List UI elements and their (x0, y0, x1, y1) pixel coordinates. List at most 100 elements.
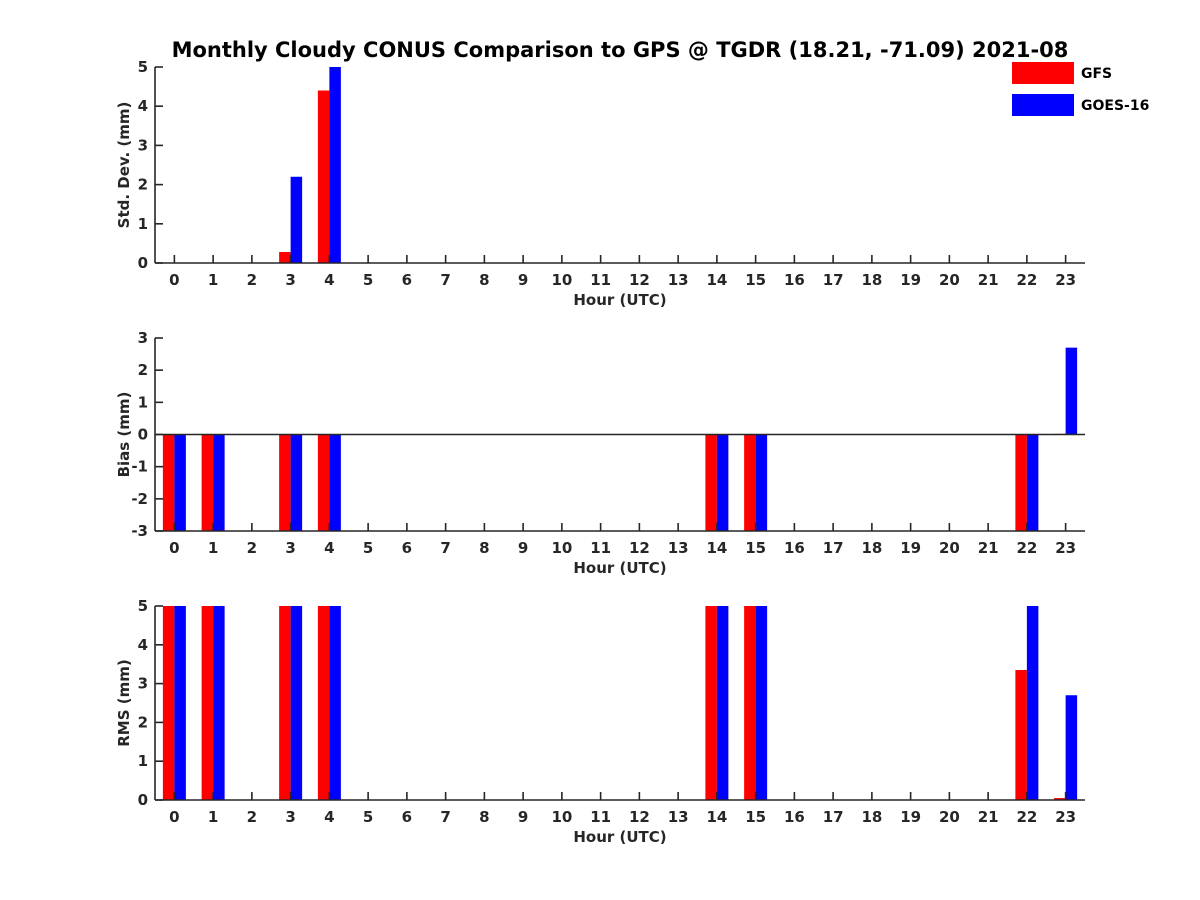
x-tick-label: 22 (1016, 271, 1037, 289)
x-tick-label: 23 (1055, 808, 1076, 826)
chart-title: Monthly Cloudy CONUS Comparison to GPS @… (172, 38, 1069, 62)
x-tick-label: 19 (900, 808, 921, 826)
bar-gfs-hour-14 (705, 606, 717, 800)
x-tick-label: 5 (363, 539, 373, 557)
bar-goes-16-hour-1 (213, 606, 225, 800)
x-tick-label: 15 (745, 539, 766, 557)
x-tick-label: 14 (706, 271, 727, 289)
bar-goes-16-hour-15 (755, 434, 768, 531)
y-tick-label: 3 (138, 136, 148, 154)
bar-goes-16-hour-23 (1065, 695, 1078, 800)
bar-gfs-hour-4 (317, 606, 330, 800)
x-tick-label: 4 (324, 808, 334, 826)
bar-gfs-hour-23 (1054, 798, 1066, 800)
bar-goes-16-hour-0 (174, 434, 186, 531)
y-axis-label: RMS (mm) (115, 659, 133, 746)
bar-goes-16-hour-14 (716, 606, 729, 800)
bar-goes-16-hour-22 (1026, 434, 1039, 531)
x-tick-label: 14 (706, 539, 727, 557)
y-tick-label: 1 (138, 393, 148, 411)
bar-gfs-hour-0 (162, 434, 175, 531)
x-tick-label: 0 (169, 808, 179, 826)
y-tick-label: 1 (138, 215, 148, 233)
bar-gfs-hour-1 (201, 434, 214, 531)
x-tick-label: 10 (551, 271, 572, 289)
x-tick-label: 21 (978, 539, 999, 557)
x-tick-label: 8 (479, 271, 489, 289)
x-tick-label: 11 (590, 808, 611, 826)
bar-goes-16-hour-14 (716, 434, 729, 531)
y-tick-label: -3 (131, 522, 148, 540)
x-tick-label: 9 (518, 808, 528, 826)
bar-gfs-hour-1 (201, 606, 214, 800)
bar-gfs-hour-3 (279, 434, 291, 531)
x-tick-label: 7 (440, 271, 450, 289)
y-tick-label: 4 (138, 97, 148, 115)
x-tick-label: 20 (939, 539, 960, 557)
y-tick-label: 5 (138, 58, 148, 76)
x-tick-label: 23 (1055, 271, 1076, 289)
x-tick-label: 4 (324, 271, 334, 289)
y-tick-label: 0 (138, 791, 148, 809)
bar-goes-16-hour-4 (329, 606, 341, 800)
bar-gfs-hour-3 (279, 606, 291, 800)
x-tick-label: 16 (784, 271, 805, 289)
x-tick-label: 7 (440, 808, 450, 826)
x-tick-label: 18 (861, 271, 882, 289)
x-tick-label: 23 (1055, 539, 1076, 557)
x-tick-label: 17 (823, 271, 844, 289)
legend-swatch-goes-16 (1012, 94, 1074, 116)
x-tick-label: 12 (629, 271, 650, 289)
y-tick-label: 3 (138, 675, 148, 693)
bar-gfs-hour-22 (1015, 434, 1027, 531)
x-tick-label: 10 (551, 808, 572, 826)
bar-gfs-hour-15 (744, 606, 756, 800)
x-tick-label: 19 (900, 539, 921, 557)
x-tick-label: 6 (402, 271, 412, 289)
y-tick-label: 2 (138, 361, 148, 379)
y-axis-label: Std. Dev. (mm) (115, 102, 133, 229)
x-tick-label: 7 (440, 539, 450, 557)
x-axis-label: Hour (UTC) (573, 291, 666, 309)
x-tick-label: 2 (247, 808, 257, 826)
x-tick-label: 17 (823, 808, 844, 826)
x-tick-label: 0 (169, 271, 179, 289)
x-tick-label: 22 (1016, 539, 1037, 557)
x-tick-label: 5 (363, 271, 373, 289)
y-tick-label: 0 (138, 254, 148, 272)
x-tick-label: 1 (208, 271, 218, 289)
x-tick-label: 8 (479, 539, 489, 557)
y-tick-label: -2 (131, 490, 148, 508)
bar-gfs-hour-3 (279, 252, 291, 263)
bar-gfs-hour-4 (317, 434, 330, 531)
legend-label-gfs: GFS (1081, 66, 1112, 82)
legend: GFS GOES-16 (1012, 62, 1149, 116)
x-tick-label: 21 (978, 271, 999, 289)
x-tick-label: 11 (590, 271, 611, 289)
bar-goes-16-hour-3 (290, 176, 303, 263)
bar-goes-16-hour-15 (755, 606, 768, 800)
bar-goes-16-hour-3 (290, 434, 303, 531)
y-axis-label: Bias (mm) (115, 392, 133, 478)
y-tick-label: 1 (138, 752, 148, 770)
x-tick-label: 20 (939, 808, 960, 826)
x-tick-label: 3 (285, 539, 295, 557)
bar-goes-16-hour-4 (329, 67, 341, 263)
x-tick-label: 3 (285, 808, 295, 826)
x-tick-label: 2 (247, 271, 257, 289)
x-tick-label: 8 (479, 808, 489, 826)
x-tick-label: 16 (784, 539, 805, 557)
x-tick-label: 18 (861, 808, 882, 826)
x-axis-label: Hour (UTC) (573, 559, 666, 577)
x-tick-label: 20 (939, 271, 960, 289)
x-tick-label: 1 (208, 808, 218, 826)
x-tick-label: 2 (247, 539, 257, 557)
bar-gfs-hour-14 (705, 434, 717, 531)
x-tick-label: 19 (900, 271, 921, 289)
legend-swatch-gfs (1012, 62, 1074, 84)
